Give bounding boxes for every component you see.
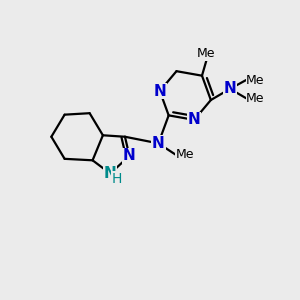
Text: H: H	[112, 172, 122, 186]
Text: Me: Me	[246, 92, 265, 105]
Text: N: N	[104, 166, 117, 181]
Text: Me: Me	[246, 74, 265, 86]
Text: N: N	[123, 148, 136, 164]
Text: N: N	[152, 136, 165, 151]
Text: Me: Me	[197, 47, 216, 60]
Text: Me: Me	[176, 148, 194, 161]
Text: N: N	[224, 81, 236, 96]
Text: N: N	[188, 112, 201, 128]
Text: N: N	[153, 83, 166, 98]
